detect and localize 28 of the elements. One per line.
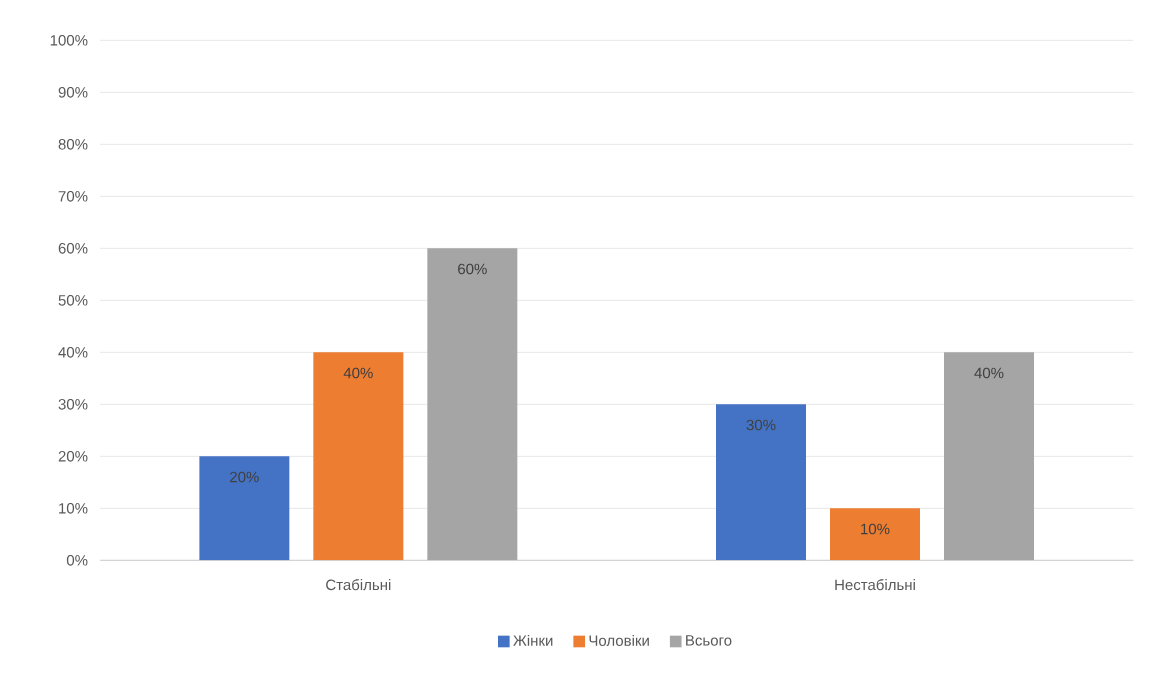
x-tick-label: Нестабільні (835, 578, 915, 591)
y-tick-label: 100% (50, 35, 88, 46)
x-tick-label: Стабільні (326, 578, 391, 591)
data-label: 10% (861, 523, 890, 535)
y-tick-label: 90% (58, 87, 88, 98)
y-tick-label: 60% (58, 243, 88, 254)
legend-label: Всього (686, 635, 732, 646)
y-tick-label: 10% (59, 503, 88, 514)
y-tick-label: 20% (58, 451, 88, 462)
data-label: 60% (458, 263, 487, 275)
y-tick-label: 70% (58, 191, 88, 202)
y-tick-label: 30% (58, 399, 88, 410)
data-label: 30% (746, 419, 776, 431)
data-label: 40% (343, 367, 373, 379)
y-tick-label: 80% (58, 139, 88, 150)
y-tick-label: 40% (58, 347, 88, 358)
bar (830, 508, 920, 561)
bar (199, 456, 290, 561)
bar (313, 352, 404, 561)
bar (716, 404, 806, 561)
y-tick-label: 0% (66, 555, 88, 566)
y-tick-label: 50% (58, 295, 88, 306)
legend-label: Чоловіки (589, 634, 649, 646)
data-label: 20% (230, 471, 259, 483)
data-label: 40% (974, 367, 1004, 379)
bar (944, 352, 1035, 561)
legend-label: Жінки (513, 634, 553, 646)
bar (427, 248, 518, 561)
